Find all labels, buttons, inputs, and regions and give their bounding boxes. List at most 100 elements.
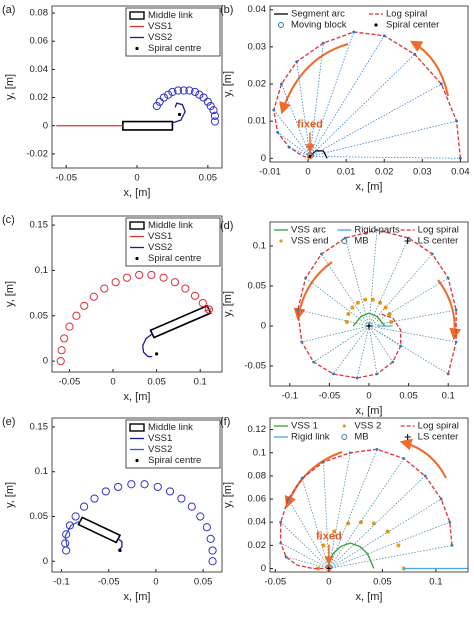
arrow — [437, 279, 462, 341]
axes-frame — [269, 221, 469, 387]
point — [363, 297, 368, 302]
spiral-centre — [366, 323, 372, 329]
legend-swatch — [135, 458, 139, 463]
fan-line — [280, 542, 330, 569]
moving-block — [287, 145, 291, 149]
y-tick-label: 0.06 — [248, 494, 267, 505]
legend-swatch — [129, 11, 145, 20]
moving-block — [454, 340, 458, 344]
legend: VSS 1 VSS 2 Log spiral Rigid link MB LS cente… — [274, 421, 459, 443]
legend-swatch — [342, 424, 346, 428]
y-tick-label: 0.01 — [248, 116, 267, 127]
y-tick-label: -0.02 — [26, 148, 48, 159]
trajectory-circle — [152, 101, 161, 111]
y-tick-label: 0 — [43, 120, 48, 131]
moving-block — [446, 372, 450, 376]
legend-label: Rigid parts — [354, 225, 400, 236]
trajectory-circle — [165, 487, 175, 496]
legend-label: VSS1 — [148, 231, 172, 242]
trajectory-circle — [61, 539, 70, 548]
fan-line — [280, 521, 330, 569]
fan-line — [328, 449, 378, 569]
panel: (b) x, [m] y, [m] -0.01 0 0.01 0.02 0.03 0.04 0 0.… — [220, 4, 470, 193]
arrow — [284, 451, 343, 509]
x-tick-label: 0 — [326, 577, 331, 588]
fan-line — [309, 54, 415, 157]
fan-line — [328, 475, 426, 569]
trajectory-circle — [62, 530, 71, 539]
trajectory-circle — [159, 93, 169, 102]
panel-label: (b) — [220, 4, 233, 16]
point — [385, 529, 390, 534]
legend-swatch — [341, 238, 348, 244]
fixed-point — [325, 565, 332, 572]
point — [321, 543, 326, 548]
moving-block — [439, 82, 443, 86]
y-tick-label: 0.02 — [30, 92, 49, 103]
panel-label: (c) — [2, 214, 15, 226]
x-tick-label: 0.05 — [373, 577, 392, 588]
middle-link — [77, 516, 122, 544]
moving-block — [279, 520, 283, 524]
trajectory-circle — [155, 97, 164, 106]
x-tick-label: 0 — [110, 377, 115, 388]
fan-line — [328, 498, 442, 569]
trajectory-circle — [114, 482, 123, 492]
moving-block — [331, 372, 335, 376]
x-tick-label: 0 — [305, 167, 310, 178]
legend-box — [125, 7, 221, 57]
fan-line — [309, 35, 385, 157]
y-tick-label: 0 — [43, 556, 48, 567]
trajectory-circle — [210, 111, 220, 120]
fan-line — [321, 253, 370, 327]
series-line — [117, 538, 123, 551]
trajectory-circle — [147, 270, 156, 280]
series-line — [326, 542, 375, 569]
legend-label: VSS arc — [291, 225, 326, 236]
y-tick-label: 0.04 — [248, 4, 267, 15]
fan-line — [328, 521, 450, 569]
fan-line — [333, 325, 370, 375]
trajectory-circle — [173, 86, 183, 95]
moving-block — [375, 447, 379, 451]
axes-frame — [51, 215, 223, 373]
y-tick-label: 0.12 — [248, 424, 267, 435]
legend-label: VSS end — [291, 236, 329, 247]
trajectory-circle — [208, 546, 217, 555]
legend-label: Segment arc — [291, 9, 345, 20]
panel-label: (d) — [220, 220, 233, 232]
series-line — [297, 229, 457, 379]
moving-block — [300, 476, 304, 480]
y-tick-label: 0.03 — [248, 41, 267, 52]
moving-block — [296, 308, 300, 312]
x-tick-label: 0.03 — [413, 167, 432, 178]
y-tick-label: 0.1 — [253, 241, 266, 252]
trajectory-circle — [65, 521, 75, 530]
moving-block — [413, 52, 417, 56]
trajectory-circle — [56, 357, 65, 366]
axes-frame — [51, 5, 223, 169]
y-tick-label: 0.05 — [248, 281, 267, 292]
legend-swatch — [278, 22, 284, 28]
legend-label: VSS2 — [148, 444, 172, 455]
trajectory-circle — [80, 502, 89, 511]
trajectory-circle — [203, 97, 212, 106]
plot-area — [56, 270, 214, 366]
plot-area — [296, 228, 458, 380]
spiral-centre — [118, 548, 122, 553]
panel: (e) x, [m] y, [m] -0.1 -0.05 0 0.05 0 0.05 0.1 0.1… — [2, 416, 223, 603]
x-tick-label: 0 — [134, 173, 139, 184]
moving-block — [458, 156, 462, 160]
moving-block — [286, 497, 290, 501]
fan-line — [297, 309, 370, 327]
x-tick-label: -0.01 — [259, 167, 281, 178]
legend-label: LS center — [418, 432, 459, 443]
legend-label: VSS 2 — [354, 421, 381, 432]
moving-block — [322, 460, 325, 464]
y-tick-label: 0 — [261, 153, 266, 164]
moving-block — [430, 252, 434, 256]
moving-block — [455, 119, 458, 123]
panel: (f) x, [m] y, [m] -0.05 0 0.05 0.1 0 0.02 0.04 0.0… — [220, 416, 469, 603]
